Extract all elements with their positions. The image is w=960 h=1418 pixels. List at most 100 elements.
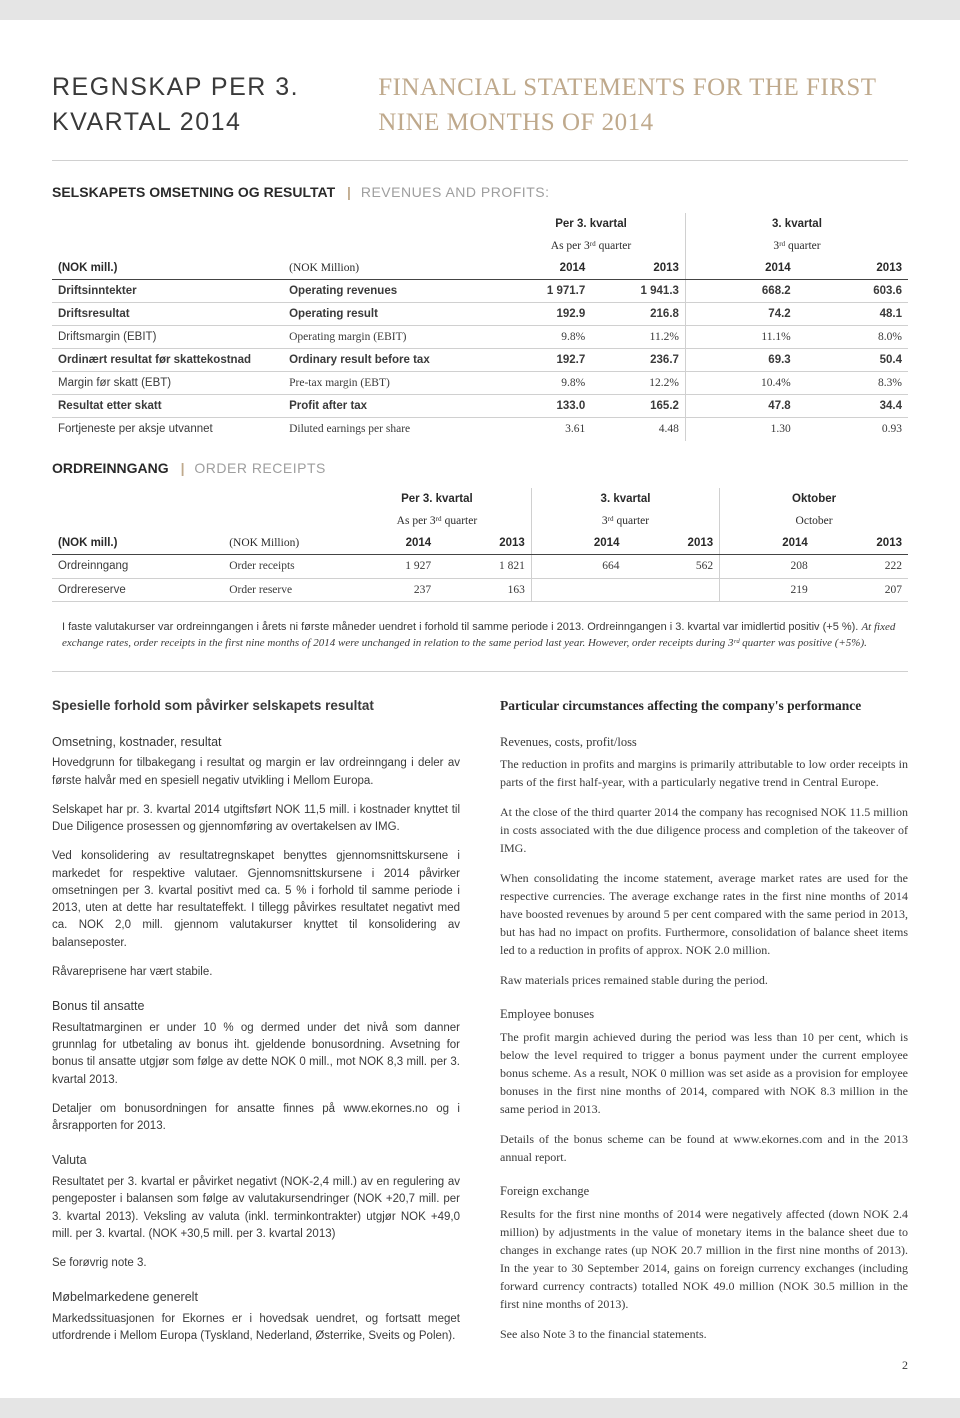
subheading-revenues: Revenues, costs, profit/loss bbox=[500, 733, 908, 752]
table-row: OrdrereserveOrder reserve237163219207 bbox=[52, 578, 908, 601]
column-english: Particular circumstances affecting the c… bbox=[500, 688, 908, 1357]
body-text: Selskapet har pr. 3. kvartal 2014 utgift… bbox=[52, 802, 460, 837]
divider bbox=[52, 160, 908, 161]
cell bbox=[625, 578, 719, 601]
table-header-years: (NOK mill.) (NOK Million) 2014 2013 2014… bbox=[52, 257, 908, 280]
cell: 0.93 bbox=[797, 418, 908, 441]
year-col: 2013 bbox=[814, 532, 908, 555]
year-col: 2014 bbox=[343, 532, 437, 555]
row-label-en: Operating margin (EBIT) bbox=[283, 326, 497, 349]
cell: 219 bbox=[720, 578, 814, 601]
title-divider: | bbox=[181, 460, 185, 476]
body-text: The profit margin achieved during the pe… bbox=[500, 1028, 908, 1118]
body-text: See also Note 3 to the financial stateme… bbox=[500, 1325, 908, 1343]
cell: 237 bbox=[343, 578, 437, 601]
year-col: 2014 bbox=[720, 532, 814, 555]
subheading-fx: Foreign exchange bbox=[500, 1182, 908, 1201]
cell: 208 bbox=[720, 555, 814, 578]
col-group-q-en: 3ʳᵈ quarter bbox=[531, 510, 719, 532]
cell: 668.2 bbox=[685, 279, 796, 302]
cell: 50.4 bbox=[797, 349, 908, 372]
year-col: 2014 bbox=[685, 257, 796, 280]
cell: 34.4 bbox=[797, 395, 908, 418]
subheading-bonus: Employee bonuses bbox=[500, 1005, 908, 1024]
row-label-no: Driftsmargin (EBIT) bbox=[52, 326, 283, 349]
cell: 192.9 bbox=[497, 302, 591, 325]
cell: 8.0% bbox=[797, 326, 908, 349]
column-norwegian: Spesielle forhold som påvirker selskapet… bbox=[52, 688, 460, 1357]
page-title-en: FINANCIAL STATEMENTS FOR THE FIRST NINE … bbox=[378, 70, 908, 140]
row-label-en: Operating result bbox=[283, 302, 497, 325]
year-col: 2013 bbox=[625, 532, 719, 555]
cell: 222 bbox=[814, 555, 908, 578]
cell: 8.3% bbox=[797, 372, 908, 395]
year-col: 2014 bbox=[531, 532, 625, 555]
heading-special: Particular circumstances affecting the c… bbox=[500, 696, 908, 716]
table-row: DriftsinntekterOperating revenues1 971.7… bbox=[52, 279, 908, 302]
row-label-en: Profit after tax bbox=[283, 395, 497, 418]
title-no: ORDREINNGANG bbox=[52, 460, 169, 476]
cell: 1 821 bbox=[437, 555, 531, 578]
table-row: Ordinært resultat før skattekostnadOrdin… bbox=[52, 349, 908, 372]
year-col: 2013 bbox=[437, 532, 531, 555]
body-text: Hovedgrunn for tilbakegang i resultat og… bbox=[52, 755, 460, 790]
row-label-en: Ordinary result before tax bbox=[283, 349, 497, 372]
row-label-en: Diluted earnings per share bbox=[283, 418, 497, 441]
cell: 11.1% bbox=[685, 326, 796, 349]
table-revenues: Per 3. kvartal 3. kvartal As per 3ʳᵈ qua… bbox=[52, 213, 908, 441]
body-text: Resultatmarginen er under 10 % og dermed… bbox=[52, 1020, 460, 1089]
cell: 562 bbox=[625, 555, 719, 578]
cell: 10.4% bbox=[685, 372, 796, 395]
body-text: The reduction in profits and margins is … bbox=[500, 755, 908, 791]
table-header-group2: As per 3ʳᵈ quarter 3ʳᵈ quarter October bbox=[52, 510, 908, 532]
subheading-markets: Møbelmarkedene generelt bbox=[52, 1288, 460, 1307]
cell: 1 941.3 bbox=[591, 279, 685, 302]
col-group-ytd-no: Per 3. kvartal bbox=[343, 488, 531, 510]
row-label-no: Ordreinngang bbox=[52, 555, 223, 578]
col-group-q-no: 3. kvartal bbox=[531, 488, 719, 510]
title-en: REVENUES AND PROFITS: bbox=[361, 184, 550, 200]
year-col: 2013 bbox=[591, 257, 685, 280]
cell: 12.2% bbox=[591, 372, 685, 395]
table-orders: Per 3. kvartal 3. kvartal Oktober As per… bbox=[52, 488, 908, 601]
row-label-no: Ordinært resultat før skattekostnad bbox=[52, 349, 283, 372]
col-group-oct-en: October bbox=[720, 510, 908, 532]
cell: 69.3 bbox=[685, 349, 796, 372]
colhead-no: (NOK mill.) bbox=[52, 532, 223, 555]
page-title-no: REGNSKAP PER 3. KVARTAL 2014 bbox=[52, 70, 354, 140]
row-label-no: Ordrereserve bbox=[52, 578, 223, 601]
section-title-orders: ORDREINNGANG | ORDER RECEIPTS bbox=[52, 459, 908, 479]
colhead-no: (NOK mill.) bbox=[52, 257, 283, 280]
col-group-ytd-no: Per 3. kvartal bbox=[497, 213, 685, 235]
cell: 664 bbox=[531, 555, 625, 578]
cell: 74.2 bbox=[685, 302, 796, 325]
row-label-en: Order receipts bbox=[223, 555, 343, 578]
table-row: DriftsresultatOperating result192.9216.8… bbox=[52, 302, 908, 325]
divider bbox=[52, 671, 908, 672]
page-header: REGNSKAP PER 3. KVARTAL 2014 FINANCIAL S… bbox=[52, 70, 908, 140]
cell: 48.1 bbox=[797, 302, 908, 325]
cell: 216.8 bbox=[591, 302, 685, 325]
body-text: Detaljer om bonusordningen for ansatte f… bbox=[52, 1101, 460, 1136]
col-group-q-no: 3. kvartal bbox=[685, 213, 908, 235]
col-group-q-en: 3ʳᵈ quarter bbox=[685, 235, 908, 257]
row-label-en: Operating revenues bbox=[283, 279, 497, 302]
cell: 603.6 bbox=[797, 279, 908, 302]
body-text: Ved konsolidering av resultatregnskapet … bbox=[52, 848, 460, 952]
body-text: Markedssituasjonen for Ekornes er i hove… bbox=[52, 1311, 460, 1346]
year-col: 2013 bbox=[797, 257, 908, 280]
cell: 133.0 bbox=[497, 395, 591, 418]
table-row: Resultat etter skattProfit after tax133.… bbox=[52, 395, 908, 418]
body-text: When consolidating the income statement,… bbox=[500, 869, 908, 959]
table-row: Driftsmargin (EBIT)Operating margin (EBI… bbox=[52, 326, 908, 349]
cell: 165.2 bbox=[591, 395, 685, 418]
title-divider: | bbox=[347, 184, 351, 200]
cell: 11.2% bbox=[591, 326, 685, 349]
subheading-bonus: Bonus til ansatte bbox=[52, 997, 460, 1016]
col-group-ytd-en: As per 3ʳᵈ quarter bbox=[343, 510, 531, 532]
cell: 3.61 bbox=[497, 418, 591, 441]
table-row: Margin før skatt (EBT)Pre-tax margin (EB… bbox=[52, 372, 908, 395]
table-row: Fortjeneste per aksje utvannetDiluted ea… bbox=[52, 418, 908, 441]
cell: 9.8% bbox=[497, 372, 591, 395]
table-header-group2: As per 3ʳᵈ quarter 3ʳᵈ quarter bbox=[52, 235, 908, 257]
